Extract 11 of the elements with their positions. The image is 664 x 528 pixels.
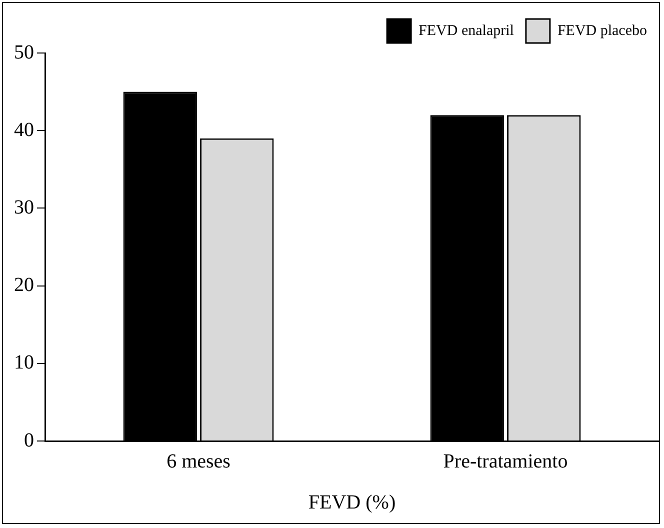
legend-label: FEVD placebo xyxy=(557,22,647,39)
y-tick-label: 30 xyxy=(14,196,34,218)
y-tick-label: 20 xyxy=(14,274,34,296)
y-tick-label: 50 xyxy=(14,41,34,64)
x-axis-title: FEVD (%) xyxy=(308,491,396,514)
legend-label: FEVD enalapril xyxy=(418,22,514,39)
y-tick-label: 40 xyxy=(14,118,34,141)
y-tick-label: 10 xyxy=(14,352,34,374)
y-tick-label: 0 xyxy=(24,429,34,452)
x-tick-label: Pre-tratamiento xyxy=(443,450,568,472)
x-tick-label: 6 meses xyxy=(166,450,231,472)
